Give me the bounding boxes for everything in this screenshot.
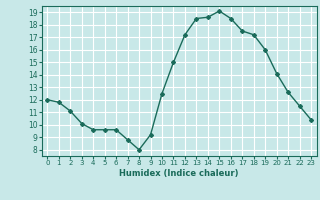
X-axis label: Humidex (Indice chaleur): Humidex (Indice chaleur) [119,169,239,178]
